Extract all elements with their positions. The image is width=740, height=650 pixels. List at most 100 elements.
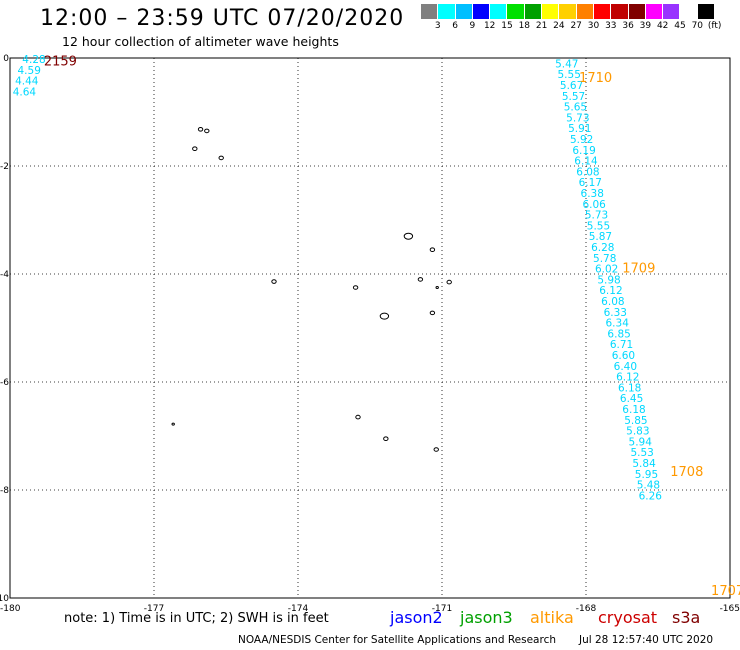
island-outline — [379, 312, 390, 320]
map-frame — [9, 57, 731, 599]
wave-height-value: 6.19 — [572, 145, 595, 157]
island-outline — [171, 422, 175, 426]
island-outline — [271, 279, 277, 284]
x-tick-label: -165 — [720, 604, 740, 614]
x-tick-label: -171 — [432, 604, 452, 614]
wave-height-value: 6.34 — [606, 318, 630, 330]
colorbar-swatch — [421, 4, 439, 19]
credit-line: NOAA/NESDIS Center for Satellite Applica… — [238, 634, 556, 646]
wave-height-value: 5.87 — [589, 231, 612, 243]
footnote: note: 1) Time is in UTC; 2) SWH is in fe… — [64, 611, 329, 626]
wave-height-value: 6.17 — [579, 177, 602, 189]
colorbar-label: 70 — [691, 21, 704, 31]
y-tick-label: 0 — [3, 54, 9, 64]
colorbar-swatch — [663, 4, 681, 19]
wave-height-value: 5.94 — [629, 436, 653, 448]
island-outline — [429, 310, 436, 316]
wave-height-value: 6.26 — [639, 490, 663, 502]
wave-height-value: 6.08 — [576, 166, 599, 178]
wave-height-value: 5.67 — [560, 80, 583, 92]
wave-height-value: 6.14 — [574, 156, 598, 168]
wave-height-value: 6.12 — [599, 285, 622, 297]
colorbar-swatch — [645, 4, 664, 19]
wave-height-value: 6.12 — [616, 372, 639, 384]
colorbar-label: 30 — [587, 21, 600, 31]
wave-height-value: 5.85 — [624, 415, 647, 427]
page-title: 12:00 – 23:59 UTC 07/20/2020 — [40, 6, 405, 31]
island-outline — [417, 277, 424, 282]
island-outline — [446, 279, 452, 285]
wave-height-value: 5.55 — [558, 69, 581, 81]
island-outline — [403, 232, 414, 240]
colorbar-label: 6 — [452, 21, 458, 31]
wave-height-value: 6.06 — [582, 199, 606, 211]
legend-jason2: jason2 — [390, 608, 443, 627]
wave-height-value: 5.78 — [593, 253, 616, 265]
colorbar-label: 15 — [501, 21, 513, 31]
legend-cryosat: cryosat — [598, 608, 658, 627]
x-tick-label: -174 — [288, 604, 309, 614]
wave-height-value: 5.47 — [555, 58, 578, 70]
x-tick-label: -180 — [0, 604, 21, 614]
colorbar-swatch — [524, 4, 543, 19]
timestamp: Jul 28 12:57:40 UTC 2020 — [579, 634, 714, 646]
colorbar-label: (ft) — [707, 21, 722, 31]
wave-height-value: 6.85 — [607, 328, 630, 340]
wave-height-value: 6.38 — [581, 188, 604, 200]
colorbar-swatch — [438, 4, 456, 19]
y-tick-label: -2 — [0, 162, 9, 172]
colorbar-label: 24 — [553, 21, 565, 31]
wave-height-value: 6.08 — [601, 296, 624, 308]
wave-height-value: 5.48 — [637, 480, 660, 492]
wave-height-value: 5.65 — [564, 102, 587, 114]
wave-height-value: 6.18 — [618, 382, 641, 394]
colorbar-swatch — [490, 4, 508, 19]
axis-ticks: -180 -177 -174 -171 -168 -165 0 -2 -4 -6 -8 -10 — [0, 54, 740, 614]
wave-height-value: 6.40 — [614, 361, 637, 373]
colorbar-label: 18 — [518, 21, 531, 31]
colorbar-label: 27 — [570, 21, 582, 31]
colorbar-swatch — [628, 4, 646, 19]
colorbar-label: 39 — [639, 21, 652, 31]
colorbar-label: 36 — [622, 21, 634, 31]
legend-jason3: jason3 — [460, 608, 513, 627]
colorbar-swatch — [697, 4, 716, 19]
colorbar-label: 42 — [656, 21, 669, 31]
colorbar-labels: 3 6 9 12 15 18 21 24 27 30 33 36 39 42 45 70 (ft) — [421, 21, 740, 33]
wave-height-value: 6.02 — [595, 264, 618, 276]
map-grid — [10, 58, 730, 598]
wave-height-value: 5.98 — [597, 274, 620, 286]
wave-height-value: 5.83 — [626, 426, 649, 438]
y-tick-label: -8 — [0, 486, 9, 496]
island-outline — [352, 285, 359, 290]
colorbar-label: 9 — [469, 21, 476, 31]
colorbar-swatch — [542, 4, 560, 19]
colorbar-label: 12 — [483, 21, 496, 31]
island-outline — [204, 128, 210, 134]
y-tick-label: -4 — [0, 270, 9, 280]
pass-time-label: 1710 — [579, 71, 612, 86]
island-outline — [197, 126, 204, 132]
wave-height-value: 5.95 — [635, 469, 658, 481]
colorbar-swatch — [680, 4, 698, 19]
legend-s3a: s3a — [672, 608, 701, 627]
y-tick-label: -6 — [0, 378, 9, 388]
island-outline — [433, 447, 439, 452]
wave-height-value: 4.44 — [15, 76, 39, 88]
islands — [171, 126, 452, 452]
wave-height-value: 6.71 — [610, 339, 633, 351]
map-border — [9, 57, 731, 599]
legend-altika: altika — [530, 608, 574, 627]
wave-height-value: 6.18 — [622, 404, 645, 416]
wave-height-value: 6.60 — [612, 350, 635, 362]
x-tick-label: -177 — [144, 604, 164, 614]
colorbar-label: 3 — [434, 21, 441, 31]
wave-height-value: 5.53 — [630, 447, 653, 459]
wave-height-value: 5.55 — [587, 220, 610, 232]
colorbar-swatch — [611, 4, 629, 19]
wave-height-value: 6.45 — [620, 393, 643, 405]
wave-height-value: 5.91 — [568, 123, 591, 135]
island-outline — [435, 286, 439, 289]
